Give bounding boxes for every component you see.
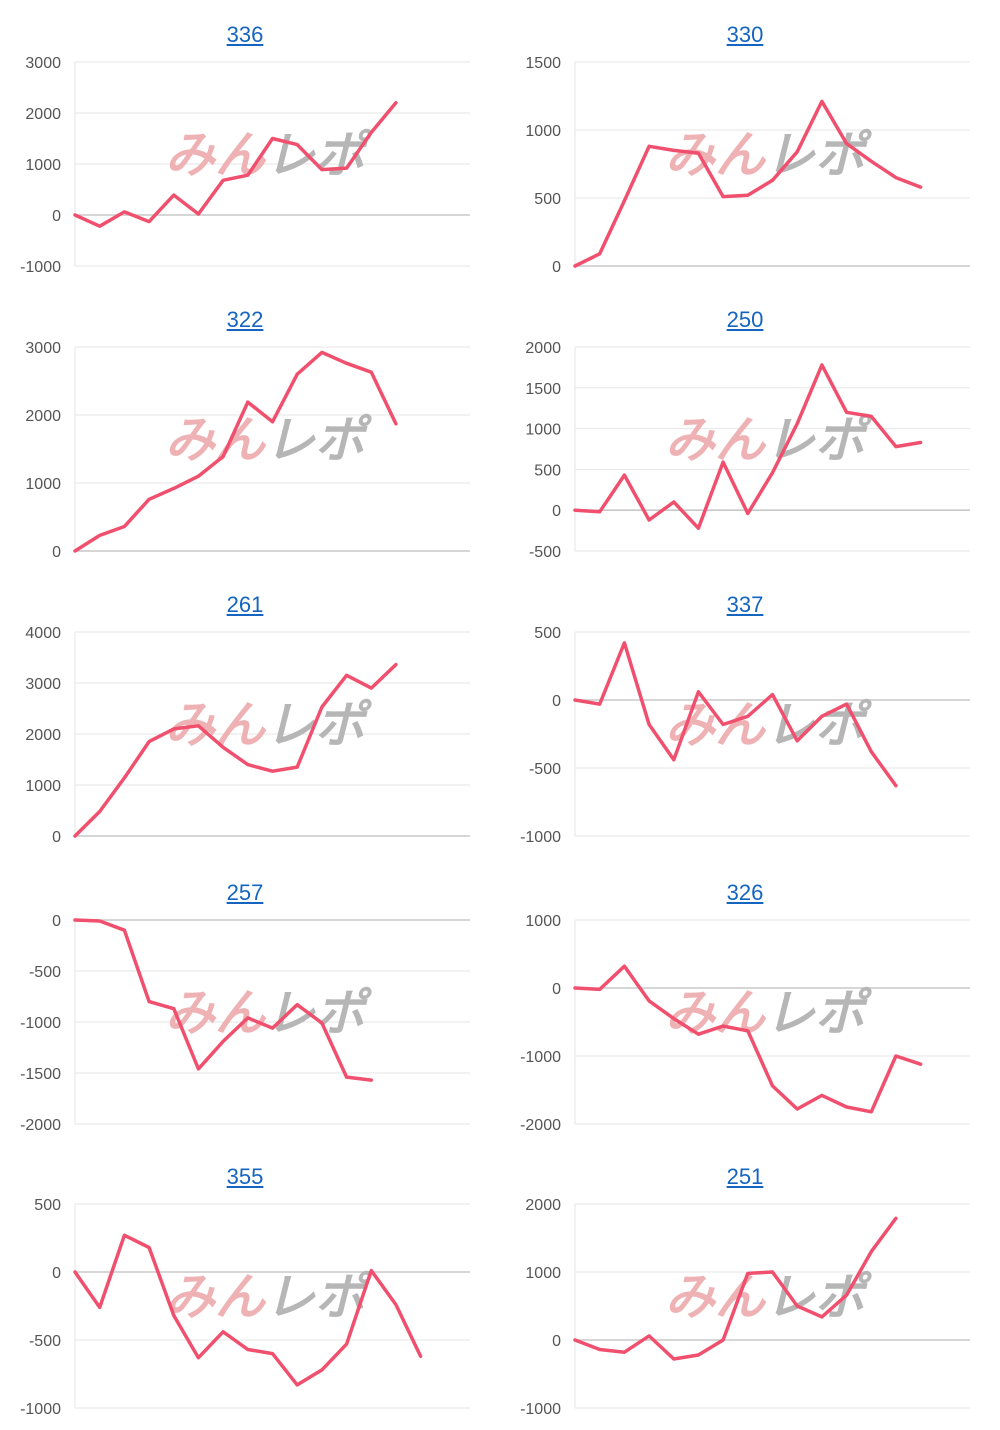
y-tick-label: 500 <box>534 625 561 642</box>
watermark-logo: みんレポ <box>165 412 373 468</box>
y-tick-label: -2000 <box>20 1117 61 1134</box>
chart-title-link[interactable]: 261 <box>226 592 264 617</box>
chart-panel: 355 -1000 -500 0 500 みんレポ <box>0 1142 490 1422</box>
series-line <box>573 99 923 268</box>
series-line <box>73 918 374 1082</box>
y-tick-label: 2000 <box>25 408 61 425</box>
chart-panel: 330 0 500 1000 1500 みんレポ <box>500 0 990 280</box>
y-tick-label: -1000 <box>520 1049 561 1066</box>
watermark-logo: みんレポ <box>165 127 373 183</box>
y-tick-label: 1000 <box>25 778 61 795</box>
y-tick-label: -500 <box>529 761 561 778</box>
y-tick-label: -500 <box>29 964 61 981</box>
chart-title-link[interactable]: 257 <box>226 880 264 905</box>
y-tick-label: 2000 <box>25 727 61 744</box>
y-tick-label: 4000 <box>25 625 61 642</box>
chart-title-link[interactable]: 326 <box>726 880 764 905</box>
series-line <box>573 1216 898 1361</box>
series-line <box>73 101 398 228</box>
y-tick-label: 3000 <box>25 676 61 693</box>
y-tick-label: 2000 <box>25 106 61 123</box>
y-tick-label: 0 <box>552 981 561 998</box>
watermark-logo: みんレポ <box>665 697 873 753</box>
y-tick-label: -1000 <box>520 829 561 846</box>
chart-title-link[interactable]: 330 <box>726 22 764 47</box>
watermark-logo: みんレポ <box>665 1269 873 1325</box>
y-tick-label: -1000 <box>20 1401 61 1418</box>
series-line <box>573 363 923 530</box>
watermark-logo: みんレポ <box>665 127 873 183</box>
y-tick-label: -500 <box>29 1333 61 1350</box>
y-tick-label: 1500 <box>525 381 561 398</box>
chart-title-link[interactable]: 251 <box>726 1164 764 1189</box>
series-line <box>573 964 923 1114</box>
y-tick-label: 0 <box>552 693 561 710</box>
chart-title-link[interactable]: 336 <box>226 22 264 47</box>
y-tick-label: 0 <box>52 544 61 561</box>
chart-panel: 336 -1000 0 1000 2000 3000 みんレポ <box>0 0 490 280</box>
line-chart: -1000 -500 0 500 みんレポ <box>20 1197 470 1418</box>
line-chart: 0 1000 2000 3000 みんレポ <box>25 340 470 561</box>
watermark-logo: みんレポ <box>165 1269 373 1325</box>
y-tick-label: 0 <box>552 1333 561 1350</box>
y-tick-label: 0 <box>52 1265 61 1282</box>
y-tick-label: 0 <box>552 503 561 520</box>
line-chart: -1000 0 1000 2000 みんレポ <box>520 1197 970 1418</box>
chart-title-link[interactable]: 250 <box>726 307 764 332</box>
y-tick-label: 2000 <box>525 340 561 357</box>
series-line <box>73 662 398 838</box>
chart-title-link[interactable]: 355 <box>226 1164 264 1189</box>
y-tick-label: -1000 <box>20 259 61 276</box>
y-tick-label: 3000 <box>25 340 61 357</box>
y-tick-label: -1500 <box>20 1066 61 1083</box>
chart-panel: 337 -1000 -500 0 500 みんレポ <box>500 570 990 850</box>
y-tick-label: 1000 <box>25 476 61 493</box>
y-tick-label: -1000 <box>520 1401 561 1418</box>
y-tick-label: 1000 <box>25 157 61 174</box>
series-line <box>73 1233 423 1387</box>
chart-panel: 250 -500 0 500 1000 1500 2000 みんレポ <box>500 285 990 565</box>
y-tick-label: 0 <box>552 259 561 276</box>
chart-panel: 261 0 1000 2000 3000 4000 みんレポ <box>0 570 490 850</box>
y-tick-label: 0 <box>52 829 61 846</box>
y-tick-label: -500 <box>529 544 561 561</box>
y-tick-label: 3000 <box>25 55 61 72</box>
y-tick-label: 1500 <box>525 55 561 72</box>
series-line <box>73 350 398 553</box>
y-tick-label: -2000 <box>520 1117 561 1134</box>
y-tick-label: 0 <box>52 913 61 930</box>
watermark-logo: みんレポ <box>165 985 373 1041</box>
series-line <box>573 641 898 788</box>
y-tick-label: 2000 <box>525 1197 561 1214</box>
y-tick-label: 500 <box>534 462 561 479</box>
line-chart: -2000 -1500 -1000 -500 0 みんレポ <box>20 913 470 1134</box>
chart-panel: 326 -2000 -1000 0 1000 みんレポ <box>500 858 990 1138</box>
line-chart: 0 1000 2000 3000 4000 みんレポ <box>25 625 470 846</box>
chart-panel: 257 -2000 -1500 -1000 -500 0 みんレポ <box>0 858 490 1138</box>
y-tick-label: 1000 <box>525 123 561 140</box>
chart-panel: 322 0 1000 2000 3000 みんレポ <box>0 285 490 565</box>
y-tick-label: 0 <box>52 208 61 225</box>
line-chart: -1000 0 1000 2000 3000 みんレポ <box>20 55 470 276</box>
watermark-logo: みんレポ <box>165 697 373 753</box>
y-tick-label: 500 <box>34 1197 61 1214</box>
y-tick-label: 1000 <box>525 1265 561 1282</box>
y-tick-label: 1000 <box>525 422 561 439</box>
y-tick-label: 1000 <box>525 913 561 930</box>
y-tick-label: -1000 <box>20 1015 61 1032</box>
y-tick-label: 500 <box>534 191 561 208</box>
watermark-logo: みんレポ <box>665 412 873 468</box>
chart-title-link[interactable]: 322 <box>226 307 264 332</box>
chart-title-link[interactable]: 337 <box>726 592 764 617</box>
line-chart: -1000 -500 0 500 みんレポ <box>520 625 970 846</box>
line-chart: 0 500 1000 1500 みんレポ <box>525 55 970 276</box>
line-chart: -500 0 500 1000 1500 2000 みんレポ <box>525 340 970 561</box>
chart-panel: 251 -1000 0 1000 2000 みんレポ <box>500 1142 990 1422</box>
